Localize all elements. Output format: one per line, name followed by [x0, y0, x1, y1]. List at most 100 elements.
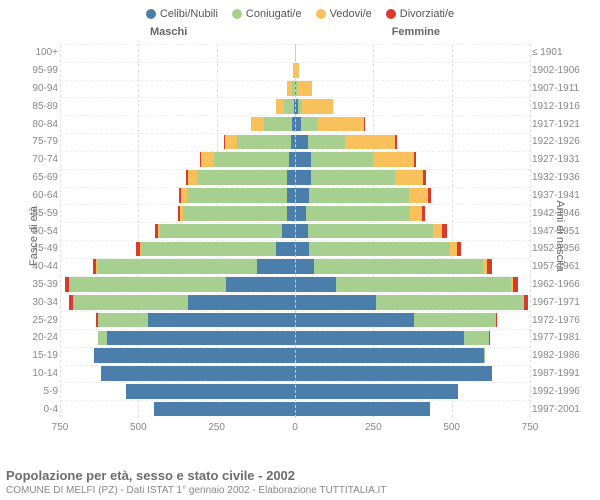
bar-male: [60, 151, 295, 169]
bar-female: [295, 382, 530, 400]
bar-segment: [282, 224, 295, 239]
bar-segment: [107, 331, 295, 346]
bar-female: [295, 222, 530, 240]
bar-segment: [126, 384, 295, 399]
bar-male: [60, 365, 295, 383]
age-label: 10-14: [24, 368, 58, 379]
bar-segment: [301, 117, 317, 132]
bar-segment: [295, 152, 311, 167]
birth-year-label: 1927-1931: [532, 154, 588, 165]
bar-segment: [295, 348, 484, 363]
birth-year-label: 1932-1936: [532, 172, 588, 183]
bar-segment: [311, 152, 374, 167]
bar-segment: [188, 170, 197, 185]
age-label: 85-89: [24, 101, 58, 112]
bar-male: [60, 240, 295, 258]
birth-year-label: 1992-1996: [532, 386, 588, 397]
bar-segment: [187, 188, 287, 203]
birth-year-label: 1997-2001: [532, 404, 588, 415]
x-axis-ticks: 7505002500250500750: [60, 422, 530, 438]
bar-segment: [154, 402, 295, 417]
legend-swatch: [386, 9, 396, 19]
bar-segment: [442, 224, 446, 239]
birth-year-label: 1937-1941: [532, 190, 588, 201]
bar-female: [295, 276, 530, 294]
bar-segment: [311, 170, 396, 185]
birth-year-label: 1922-1926: [532, 136, 588, 147]
bar-segment: [295, 402, 430, 417]
bar-male: [60, 329, 295, 347]
birth-year-label: 1962-1966: [532, 279, 588, 290]
center-line: [295, 44, 296, 418]
bar-segment: [160, 224, 282, 239]
legend-swatch: [232, 9, 242, 19]
bar-segment: [308, 135, 346, 150]
bar-segment: [276, 99, 285, 114]
bar-male: [60, 222, 295, 240]
bar-segment: [101, 366, 295, 381]
age-label: 5-9: [24, 386, 58, 397]
bar-segment: [295, 313, 414, 328]
birth-year-label: 1947-1951: [532, 226, 588, 237]
bar-female: [295, 347, 530, 365]
bar-segment: [73, 295, 189, 310]
bar-female: [295, 80, 530, 98]
bar-female: [295, 258, 530, 276]
bar-female: [295, 240, 530, 258]
x-tick-label: 250: [365, 422, 382, 433]
bar-segment: [237, 135, 290, 150]
age-label: 45-49: [24, 243, 58, 254]
bar-segment: [409, 188, 428, 203]
bar-segment: [287, 170, 295, 185]
bar-segment: [264, 117, 292, 132]
birth-year-label: 1957-1961: [532, 261, 588, 272]
legend-label: Celibi/Nubili: [160, 8, 218, 20]
bar-segment: [457, 242, 461, 257]
bar-segment: [98, 313, 148, 328]
bar-male: [60, 276, 295, 294]
bar-male: [60, 258, 295, 276]
legend-label: Vedovi/e: [330, 8, 372, 20]
bar-segment: [513, 277, 518, 292]
bar-segment: [308, 224, 433, 239]
bar-segment: [395, 135, 396, 150]
legend: Celibi/Nubili Coniugati/e Vedovi/e Divorzia…: [0, 0, 600, 24]
bar-female: [295, 62, 530, 80]
bar-female: [295, 311, 530, 329]
legend-item: Divorziati/e: [386, 8, 454, 20]
bar-segment: [306, 206, 409, 221]
bar-segment: [524, 295, 528, 310]
birth-year-label: 1912-1916: [532, 101, 588, 112]
bar-segment: [314, 259, 483, 274]
bar-female: [295, 169, 530, 187]
age-label: 40-44: [24, 261, 58, 272]
bar-segment: [276, 242, 295, 257]
bar-segment: [201, 152, 214, 167]
bar-segment: [295, 295, 376, 310]
age-label: 65-69: [24, 172, 58, 183]
bar-segment: [251, 117, 264, 132]
age-label: 30-34: [24, 297, 58, 308]
bar-segment: [309, 242, 450, 257]
age-label: 100+: [24, 47, 58, 58]
age-label: 55-59: [24, 208, 58, 219]
bar-segment: [257, 259, 295, 274]
bar-segment: [295, 170, 311, 185]
bar-segment: [98, 259, 258, 274]
bar-female: [295, 204, 530, 222]
bar-segment: [487, 259, 492, 274]
x-tick-label: 750: [522, 422, 539, 433]
age-label: 70-74: [24, 154, 58, 165]
bar-female: [295, 97, 530, 115]
age-label: 0-4: [24, 404, 58, 415]
bar-segment: [414, 313, 495, 328]
age-label: 25-29: [24, 315, 58, 326]
x-tick-label: 500: [443, 422, 460, 433]
bar-segment: [414, 152, 416, 167]
bar-male: [60, 97, 295, 115]
bar-segment: [295, 331, 464, 346]
legend-label: Coniugati/e: [246, 8, 302, 20]
bar-segment: [295, 277, 336, 292]
birth-year-label: 1952-1956: [532, 243, 588, 254]
age-label: 15-19: [24, 350, 58, 361]
